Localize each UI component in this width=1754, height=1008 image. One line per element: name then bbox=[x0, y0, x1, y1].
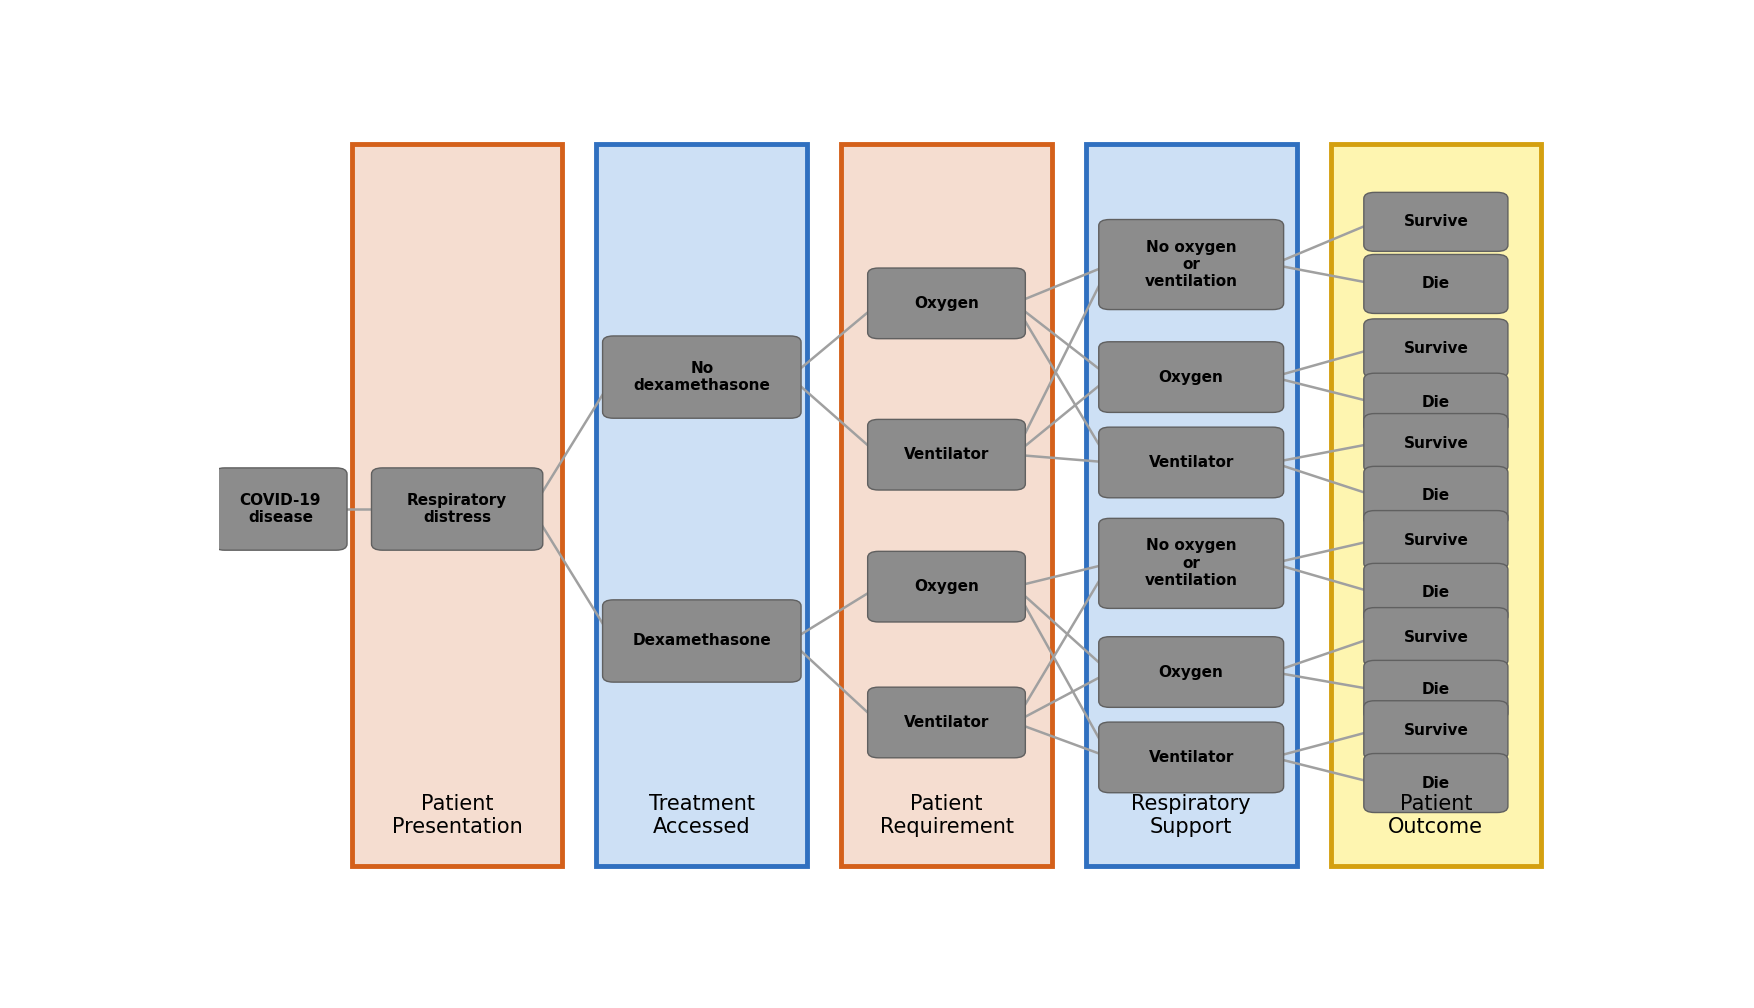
FancyBboxPatch shape bbox=[1098, 637, 1284, 708]
FancyBboxPatch shape bbox=[1098, 518, 1284, 609]
Text: Ventilator: Ventilator bbox=[903, 448, 989, 463]
Text: Oxygen: Oxygen bbox=[914, 296, 979, 310]
Text: Ventilator: Ventilator bbox=[903, 715, 989, 730]
Text: Die: Die bbox=[1422, 395, 1451, 410]
Text: Treatment
Accessed: Treatment Accessed bbox=[649, 794, 754, 838]
FancyBboxPatch shape bbox=[1365, 193, 1508, 251]
FancyBboxPatch shape bbox=[1098, 427, 1284, 498]
Text: Survive: Survive bbox=[1403, 215, 1468, 230]
Text: Survive: Survive bbox=[1403, 532, 1468, 547]
Text: Ventilator: Ventilator bbox=[1149, 750, 1233, 765]
FancyBboxPatch shape bbox=[1098, 220, 1284, 309]
FancyBboxPatch shape bbox=[603, 336, 802, 418]
FancyBboxPatch shape bbox=[1365, 511, 1508, 570]
Text: Oxygen: Oxygen bbox=[1159, 370, 1224, 385]
Text: Patient
Presentation: Patient Presentation bbox=[391, 794, 523, 838]
FancyBboxPatch shape bbox=[1365, 754, 1508, 812]
FancyBboxPatch shape bbox=[868, 419, 1026, 490]
Text: No oxygen
or
ventilation: No oxygen or ventilation bbox=[1145, 538, 1238, 589]
Text: Oxygen: Oxygen bbox=[914, 580, 979, 594]
Text: Oxygen: Oxygen bbox=[1159, 664, 1224, 679]
Text: Respiratory
Support: Respiratory Support bbox=[1131, 794, 1251, 838]
FancyBboxPatch shape bbox=[603, 600, 802, 682]
FancyBboxPatch shape bbox=[1365, 701, 1508, 760]
Text: Respiratory
distress: Respiratory distress bbox=[407, 493, 507, 525]
FancyBboxPatch shape bbox=[868, 551, 1026, 622]
Text: No oxygen
or
ventilation: No oxygen or ventilation bbox=[1145, 240, 1238, 289]
Text: Survive: Survive bbox=[1403, 435, 1468, 451]
Text: COVID-19
disease: COVID-19 disease bbox=[240, 493, 321, 525]
FancyBboxPatch shape bbox=[1098, 722, 1284, 792]
Text: Die: Die bbox=[1422, 488, 1451, 503]
FancyBboxPatch shape bbox=[1331, 144, 1542, 866]
FancyBboxPatch shape bbox=[1365, 413, 1508, 473]
Text: Die: Die bbox=[1422, 682, 1451, 698]
FancyBboxPatch shape bbox=[1086, 144, 1296, 866]
Text: Survive: Survive bbox=[1403, 723, 1468, 738]
FancyBboxPatch shape bbox=[868, 687, 1026, 758]
FancyBboxPatch shape bbox=[1098, 342, 1284, 412]
Text: Die: Die bbox=[1422, 586, 1451, 601]
Text: Patient
Outcome: Patient Outcome bbox=[1389, 794, 1484, 838]
FancyBboxPatch shape bbox=[372, 468, 542, 550]
FancyBboxPatch shape bbox=[842, 144, 1052, 866]
Text: Survive: Survive bbox=[1403, 341, 1468, 356]
FancyBboxPatch shape bbox=[868, 268, 1026, 339]
Text: Patient
Requirement: Patient Requirement bbox=[879, 794, 1014, 838]
Text: No
dexamethasone: No dexamethasone bbox=[633, 361, 770, 393]
Text: Die: Die bbox=[1422, 276, 1451, 291]
FancyBboxPatch shape bbox=[1365, 660, 1508, 720]
FancyBboxPatch shape bbox=[353, 144, 563, 866]
FancyBboxPatch shape bbox=[596, 144, 807, 866]
FancyBboxPatch shape bbox=[1365, 373, 1508, 432]
FancyBboxPatch shape bbox=[1365, 563, 1508, 622]
FancyBboxPatch shape bbox=[214, 468, 347, 550]
Text: Survive: Survive bbox=[1403, 630, 1468, 644]
Text: Dexamethasone: Dexamethasone bbox=[633, 633, 772, 648]
FancyBboxPatch shape bbox=[1365, 467, 1508, 525]
Text: Ventilator: Ventilator bbox=[1149, 455, 1233, 470]
FancyBboxPatch shape bbox=[1365, 608, 1508, 666]
FancyBboxPatch shape bbox=[1365, 254, 1508, 313]
Text: Die: Die bbox=[1422, 775, 1451, 790]
FancyBboxPatch shape bbox=[1365, 319, 1508, 378]
